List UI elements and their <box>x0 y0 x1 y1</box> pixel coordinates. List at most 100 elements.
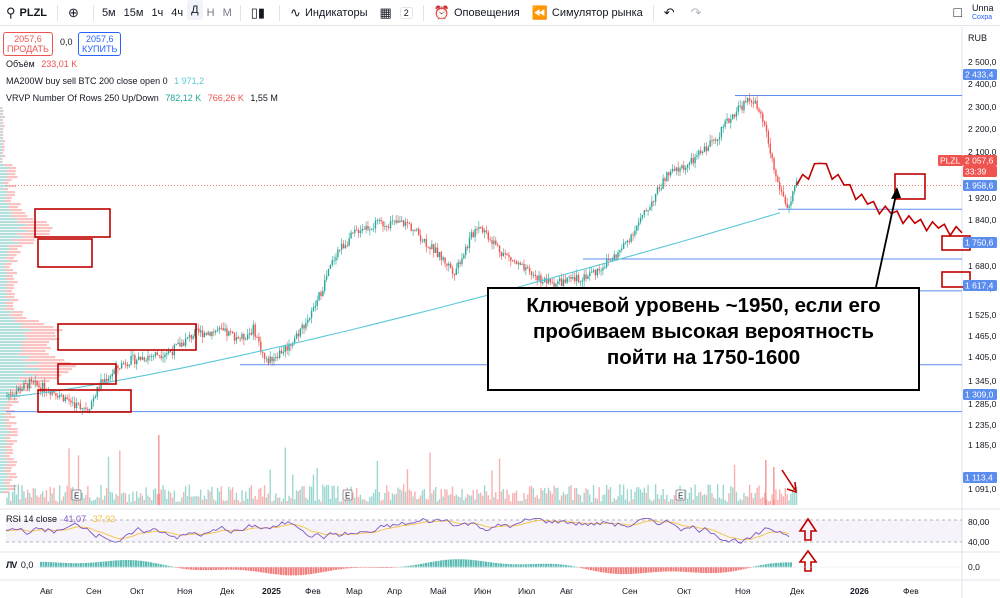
volume-bar <box>788 500 789 505</box>
volume-bar <box>254 496 255 505</box>
osc-bar <box>480 561 482 568</box>
vp-down-bar <box>6 197 12 199</box>
buy-button[interactable]: 2057,6 КУПИТЬ <box>78 32 121 56</box>
candle-body <box>140 357 141 360</box>
volume-bar <box>755 493 756 505</box>
candle-body <box>542 282 543 283</box>
volume-bar <box>36 496 37 505</box>
oscillator-legend[interactable]: ЛV 0,0 <box>6 560 33 570</box>
candle-body <box>520 263 521 265</box>
vp-up-bar <box>0 374 34 376</box>
volume-bar <box>198 497 199 505</box>
candle-body <box>362 229 363 231</box>
candle-body <box>223 328 224 330</box>
replay-button[interactable]: ⏪ Симулятор рынка <box>526 0 649 26</box>
vp-up-bar <box>0 431 10 433</box>
candle-body <box>777 176 778 182</box>
interval-button-5[interactable]: Н <box>203 0 219 26</box>
volume-bar <box>10 501 11 505</box>
volume-bar <box>303 486 304 505</box>
save-layout-button[interactable]: □ <box>948 0 972 26</box>
interval-button-0[interactable]: 5м <box>98 0 120 26</box>
symbol-search[interactable]: ⚲ PLZL <box>0 0 53 26</box>
candle-body <box>491 240 492 244</box>
candle-body <box>565 280 566 283</box>
candle-body <box>670 172 671 176</box>
volume-bar <box>364 499 365 505</box>
osc-bar <box>53 562 55 567</box>
undo-button[interactable]: ↶ <box>658 0 685 26</box>
candle-body <box>698 151 699 156</box>
osc-bar <box>275 567 277 574</box>
candle-body <box>441 252 442 260</box>
redo-button[interactable]: ↷ <box>685 0 712 26</box>
ma-legend[interactable]: MA200W buy sell BTC 200 close open 0 1 9… <box>6 76 204 86</box>
volume-bar <box>721 499 722 505</box>
candle-body <box>211 332 212 336</box>
vp-up-bar <box>0 401 8 403</box>
candle-body <box>57 396 58 398</box>
alerts-button[interactable]: ⏰ Оповещения <box>428 0 526 26</box>
volume-bar <box>544 488 545 505</box>
vp-up-bar <box>0 224 26 226</box>
candle-body <box>162 357 163 358</box>
candle-body <box>61 395 62 396</box>
candle-body <box>382 221 383 226</box>
candle-body <box>454 274 455 275</box>
volume-bar <box>326 485 327 505</box>
candle-body <box>683 165 684 169</box>
interval-button-4[interactable]: Д <box>187 0 202 20</box>
candle-body <box>442 257 443 259</box>
osc-bar <box>253 567 255 571</box>
candle-body <box>785 197 786 204</box>
layouts-button[interactable]: ▦ 2 <box>373 0 418 26</box>
compare-button[interactable]: ⊕ <box>62 0 89 26</box>
interval-button-2[interactable]: 1ч <box>147 0 167 26</box>
vp-down-bar <box>7 287 14 289</box>
candle-body <box>452 268 453 274</box>
x-tick-label-9: Май <box>430 586 447 596</box>
rsi-legend[interactable]: RSI 14 close 41,07 37,92 <box>6 514 115 524</box>
candle-body <box>706 146 707 151</box>
candle-body <box>521 264 522 265</box>
vp-down-bar <box>27 338 60 340</box>
vp-up-bar <box>0 236 23 238</box>
volume-bar <box>113 499 114 505</box>
vp-down-bar <box>6 422 16 424</box>
currency-label[interactable]: RUB <box>968 33 987 43</box>
chart-type-button[interactable]: ▯▮ <box>245 0 275 26</box>
vp-up-bar <box>0 167 9 169</box>
candle-body <box>779 182 780 190</box>
volume-legend[interactable]: Объём 233,01 K <box>6 59 77 69</box>
candle-body <box>74 402 75 408</box>
interval-button-1[interactable]: 15м <box>120 0 148 26</box>
interval-button-6[interactable]: М <box>219 0 236 26</box>
account-sub: Сохра <box>972 13 1000 23</box>
candle-body <box>236 337 237 341</box>
vrvp-legend[interactable]: VRVP Number Of Rows 250 Up/Down 782,12 K… <box>6 93 278 103</box>
volume-bar <box>91 501 92 505</box>
volume-bar <box>565 495 566 505</box>
vp-up-bar <box>0 122 2 124</box>
osc-bar <box>713 567 715 573</box>
volume-bar <box>211 487 212 505</box>
divider <box>240 5 241 21</box>
price-tag-label-0: 2 433,4 <box>965 70 994 80</box>
interval-button-3[interactable]: 4ч <box>167 0 187 26</box>
volume-bar <box>243 501 244 505</box>
account-block[interactable]: Unna Сохра <box>972 3 1000 23</box>
candle-body <box>217 330 218 331</box>
volume-bar <box>548 488 549 505</box>
indicators-button[interactable]: ∿ Индикаторы <box>284 0 373 26</box>
vp-up-bar <box>0 269 6 271</box>
volume-bar <box>179 502 180 505</box>
volume-bar <box>181 497 182 505</box>
volume-bar <box>112 493 113 505</box>
sell-button[interactable]: 2057,6 ПРОДАТЬ <box>3 32 53 56</box>
vp-down-bar <box>15 320 39 322</box>
candle-body <box>108 378 109 381</box>
vp-down-bar <box>6 434 17 436</box>
volume-bar <box>268 494 269 505</box>
vp-up-bar <box>0 299 10 301</box>
candle-body <box>8 394 9 395</box>
